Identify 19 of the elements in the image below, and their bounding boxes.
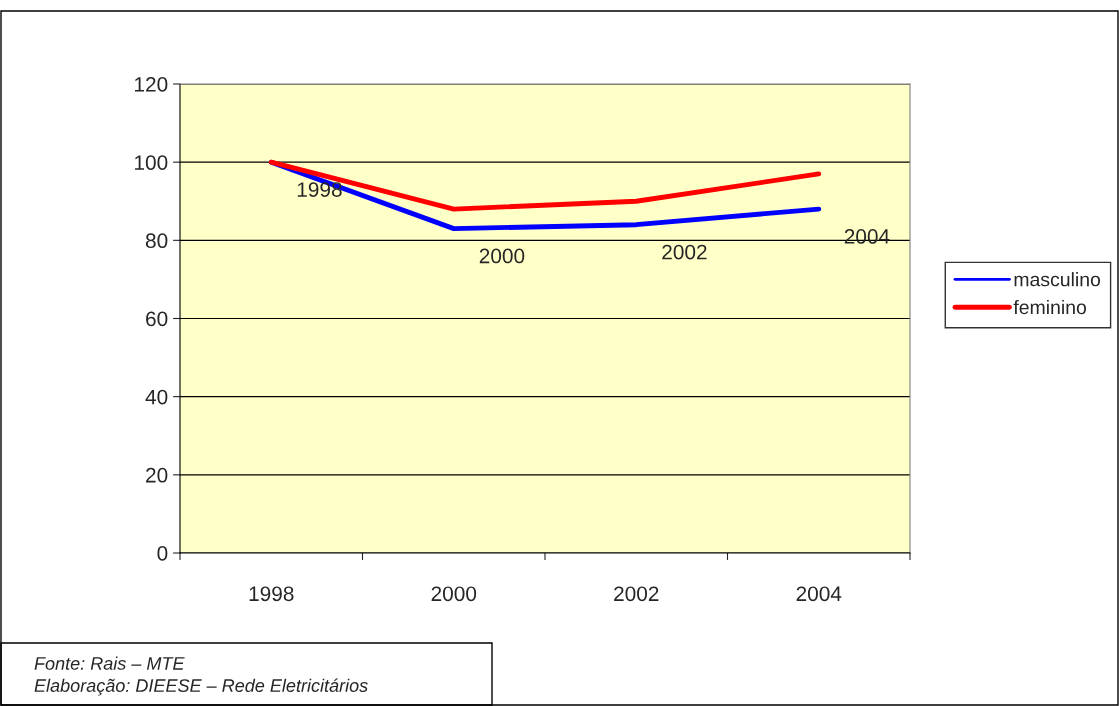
line-series <box>268 159 822 212</box>
y-tick-label: 60 <box>146 311 168 327</box>
x-tick-label: 1998 <box>249 586 294 602</box>
y-tick-label: 20 <box>146 467 168 483</box>
annotation: 1998 <box>297 182 342 197</box>
legend-label: feminino <box>1013 299 1087 315</box>
annotation: 2002 <box>662 244 707 260</box>
text: Elaboração: DIEESE – Rede Eletricitários <box>34 678 368 696</box>
source-note: Fonte: Rais – MTE <box>34 656 185 670</box>
y-tick-label: 0 <box>157 546 168 561</box>
annotation: 2000 <box>479 248 525 264</box>
y-tick-label: 100 <box>135 155 168 170</box>
x-tick-label: 2004 <box>796 586 842 602</box>
legend-label: masculino <box>1014 272 1101 287</box>
x-tick-label: 2002 <box>614 586 659 602</box>
y-tick-label: 120 <box>135 77 168 92</box>
y-tick-label: 80 <box>145 233 168 249</box>
x-tick-label: 2000 <box>431 586 477 602</box>
y-tick-label: 40 <box>145 389 168 405</box>
